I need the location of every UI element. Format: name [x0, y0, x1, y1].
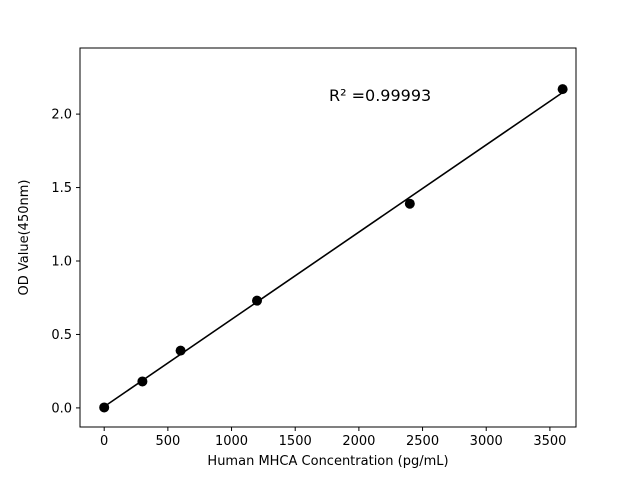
x-tick-label: 3500: [533, 434, 566, 449]
y-tick-label: 0.5: [51, 328, 72, 343]
x-tick-label: 1500: [279, 434, 312, 449]
y-tick-label: 1.5: [51, 181, 72, 196]
plot-border: [79, 47, 577, 428]
y-tick-label: 0.0: [51, 401, 72, 416]
data-point: [252, 295, 263, 306]
data-point: [404, 198, 415, 209]
x-tick-label: 1000: [215, 434, 248, 449]
y-tick-label: 2.0: [51, 108, 72, 123]
data-point: [557, 84, 568, 95]
x-tick-label: 500: [155, 434, 180, 449]
x-tick-label: 2500: [406, 434, 439, 449]
data-point: [137, 376, 148, 387]
x-tick-label: 2000: [342, 434, 375, 449]
x-tick-label: 0: [100, 434, 108, 449]
y-axis-label: OD Value(450nm): [17, 180, 32, 296]
x-tick-label: 3000: [470, 434, 503, 449]
r-squared-annotation: R² =0.99993: [329, 86, 431, 105]
data-point: [175, 345, 186, 356]
x-axis-label: Human MHCA Concentration (pg/mL): [207, 454, 448, 469]
data-point: [99, 402, 110, 413]
y-tick-label: 1.0: [51, 255, 72, 270]
